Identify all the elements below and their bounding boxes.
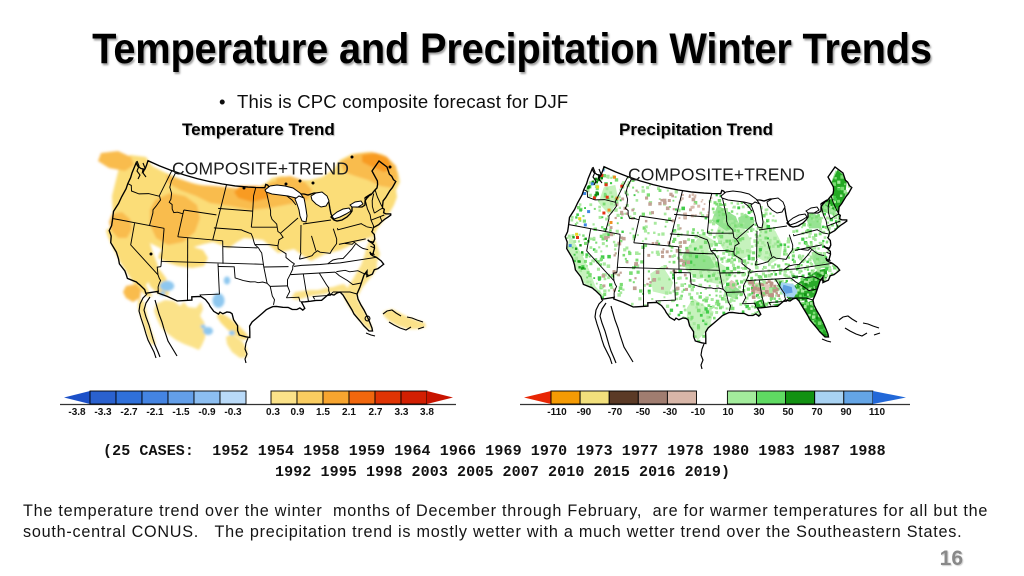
svg-text:1.5: 1.5 <box>316 407 330 418</box>
svg-text:-1.5: -1.5 <box>172 407 190 418</box>
svg-text:-30: -30 <box>663 407 678 418</box>
svg-text:10: 10 <box>722 407 734 418</box>
svg-text:-0.9: -0.9 <box>198 407 216 418</box>
svg-text:0.9: 0.9 <box>291 407 305 418</box>
svg-text:110: 110 <box>869 407 886 418</box>
svg-text:-2.7: -2.7 <box>120 407 138 418</box>
svg-text:2.1: 2.1 <box>342 407 356 418</box>
svg-text:70: 70 <box>811 407 823 418</box>
svg-text:0.3: 0.3 <box>266 407 280 418</box>
svg-text:-2.1: -2.1 <box>146 407 164 418</box>
svg-text:50: 50 <box>782 407 794 418</box>
svg-text:-10: -10 <box>691 407 706 418</box>
svg-text:3.3: 3.3 <box>395 407 409 418</box>
svg-text:-90: -90 <box>577 407 592 418</box>
svg-text:COMPOSITE+TREND: COMPOSITE+TREND <box>172 159 349 179</box>
svg-text:-0.3: -0.3 <box>224 407 242 418</box>
svg-text:-3.3: -3.3 <box>94 407 112 418</box>
svg-text:-110: -110 <box>547 407 567 418</box>
svg-text:2.7: 2.7 <box>369 407 383 418</box>
svg-text:-70: -70 <box>608 407 623 418</box>
svg-text:30: 30 <box>753 407 765 418</box>
svg-text:COMPOSITE+TREND: COMPOSITE+TREND <box>628 165 805 185</box>
svg-text:90: 90 <box>840 407 852 418</box>
svg-text:-3.8: -3.8 <box>68 407 86 418</box>
svg-text:3.8: 3.8 <box>420 407 434 418</box>
svg-text:-50: -50 <box>636 407 651 418</box>
